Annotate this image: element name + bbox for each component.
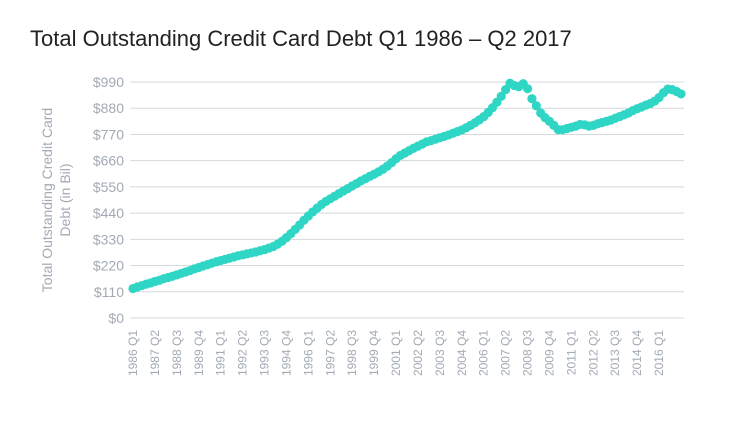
data-point	[501, 85, 511, 95]
y-axis-title: Total Outstanding Credit Card Debt (in Bi…	[39, 108, 73, 292]
data-point	[522, 84, 533, 94]
x-tick-label: 2009 Q4	[542, 330, 556, 376]
x-tick-label: 2012 Q2	[586, 330, 600, 376]
x-tick-label: 1999 Q4	[367, 330, 381, 376]
y-tick-label: $550	[93, 179, 124, 195]
x-tick-label: 2007 Q2	[499, 330, 513, 376]
x-tick-label: 2001 Q1	[389, 330, 403, 376]
x-tick-label: 2016 Q1	[652, 330, 666, 376]
x-tick-label: 1989 Q4	[192, 330, 206, 376]
y-tick-label: $990	[93, 74, 124, 90]
x-tick-label: 1988 Q3	[170, 330, 184, 376]
chart-title: Total Outstanding Credit Card Debt Q1 19…	[30, 26, 572, 51]
x-tick-label: 1994 Q4	[279, 330, 293, 376]
data-point	[676, 89, 686, 99]
x-tick-label: 2014 Q4	[630, 330, 644, 376]
data-point	[527, 94, 537, 104]
y-tick-label: $220	[93, 258, 124, 274]
y-tick-label: $330	[93, 231, 124, 247]
data-point	[496, 91, 506, 101]
data-point	[531, 101, 541, 111]
y-tick-label: $770	[93, 126, 124, 142]
x-tick-label: 2006 Q1	[477, 330, 491, 376]
y-tick-label: $440	[93, 205, 124, 221]
x-tick-label: 2004 Q4	[455, 330, 469, 376]
y-axis-title-line: Debt (in Bil)	[57, 163, 73, 236]
x-tick-label: 1996 Q1	[301, 330, 315, 376]
x-tick-label: 2002 Q2	[411, 330, 425, 376]
x-tick-label: 2003 Q3	[433, 330, 447, 376]
x-tick-label: 1993 Q3	[258, 330, 272, 376]
x-tick-label: 1998 Q3	[345, 330, 359, 376]
x-tick-label: 1997 Q2	[323, 330, 337, 376]
y-tick-label: $660	[93, 153, 124, 169]
x-tick-label: 1986 Q1	[126, 330, 140, 376]
y-axis-title-line: Total Outstanding Credit Card	[39, 108, 55, 292]
x-tick-label: 1987 Q2	[148, 330, 162, 376]
y-tick-label: $880	[93, 100, 124, 116]
x-tick-label: 2008 Q3	[521, 330, 535, 376]
x-tick-label: 2011 Q1	[564, 330, 578, 375]
x-tick-label: 1992 Q2	[236, 330, 250, 376]
x-tick-label: 2013 Q3	[608, 330, 622, 376]
y-tick-label: $0	[108, 310, 124, 326]
y-tick-label: $110	[94, 284, 124, 300]
x-tick-label: 1991 Q1	[214, 330, 228, 376]
